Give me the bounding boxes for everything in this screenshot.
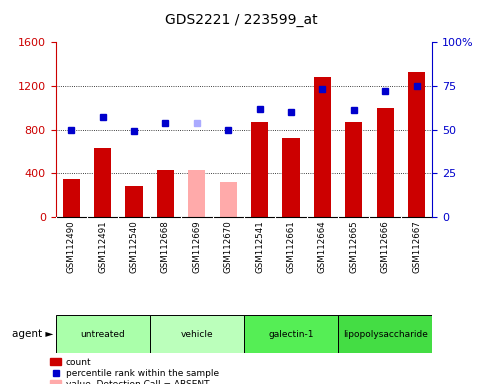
Bar	[244, 315, 338, 353]
Text: GSM112669: GSM112669	[192, 220, 201, 273]
Bar	[56, 315, 150, 353]
Bar	[314, 77, 331, 217]
Text: GSM112670: GSM112670	[224, 220, 233, 273]
Text: lipopolysaccharide: lipopolysaccharide	[343, 329, 427, 339]
Text: GSM112666: GSM112666	[381, 220, 390, 273]
Text: GSM112541: GSM112541	[255, 220, 264, 273]
Bar	[345, 122, 362, 217]
Bar	[150, 315, 244, 353]
Bar	[377, 108, 394, 217]
Text: vehicle: vehicle	[181, 329, 213, 339]
Text: GSM112491: GSM112491	[98, 220, 107, 273]
Text: GSM112665: GSM112665	[349, 220, 358, 273]
Bar	[251, 122, 268, 217]
Bar	[157, 170, 174, 217]
Bar	[94, 148, 111, 217]
Bar	[338, 315, 432, 353]
Bar	[283, 138, 299, 217]
Legend: count, percentile rank within the sample, value, Detection Call = ABSENT, rank, : count, percentile rank within the sample…	[50, 358, 219, 384]
Bar	[408, 72, 425, 217]
Text: GSM112540: GSM112540	[129, 220, 139, 273]
Text: GSM112490: GSM112490	[67, 220, 76, 273]
Bar	[220, 182, 237, 217]
Text: agent ►: agent ►	[12, 329, 53, 339]
Text: GSM112667: GSM112667	[412, 220, 421, 273]
Text: galectin-1: galectin-1	[268, 329, 314, 339]
Bar	[188, 170, 205, 217]
Text: untreated: untreated	[80, 329, 125, 339]
Text: GDS2221 / 223599_at: GDS2221 / 223599_at	[165, 13, 318, 27]
Bar	[126, 186, 142, 217]
Text: GSM112668: GSM112668	[161, 220, 170, 273]
Text: GSM112661: GSM112661	[286, 220, 296, 273]
Text: GSM112664: GSM112664	[318, 220, 327, 273]
Bar	[63, 179, 80, 217]
